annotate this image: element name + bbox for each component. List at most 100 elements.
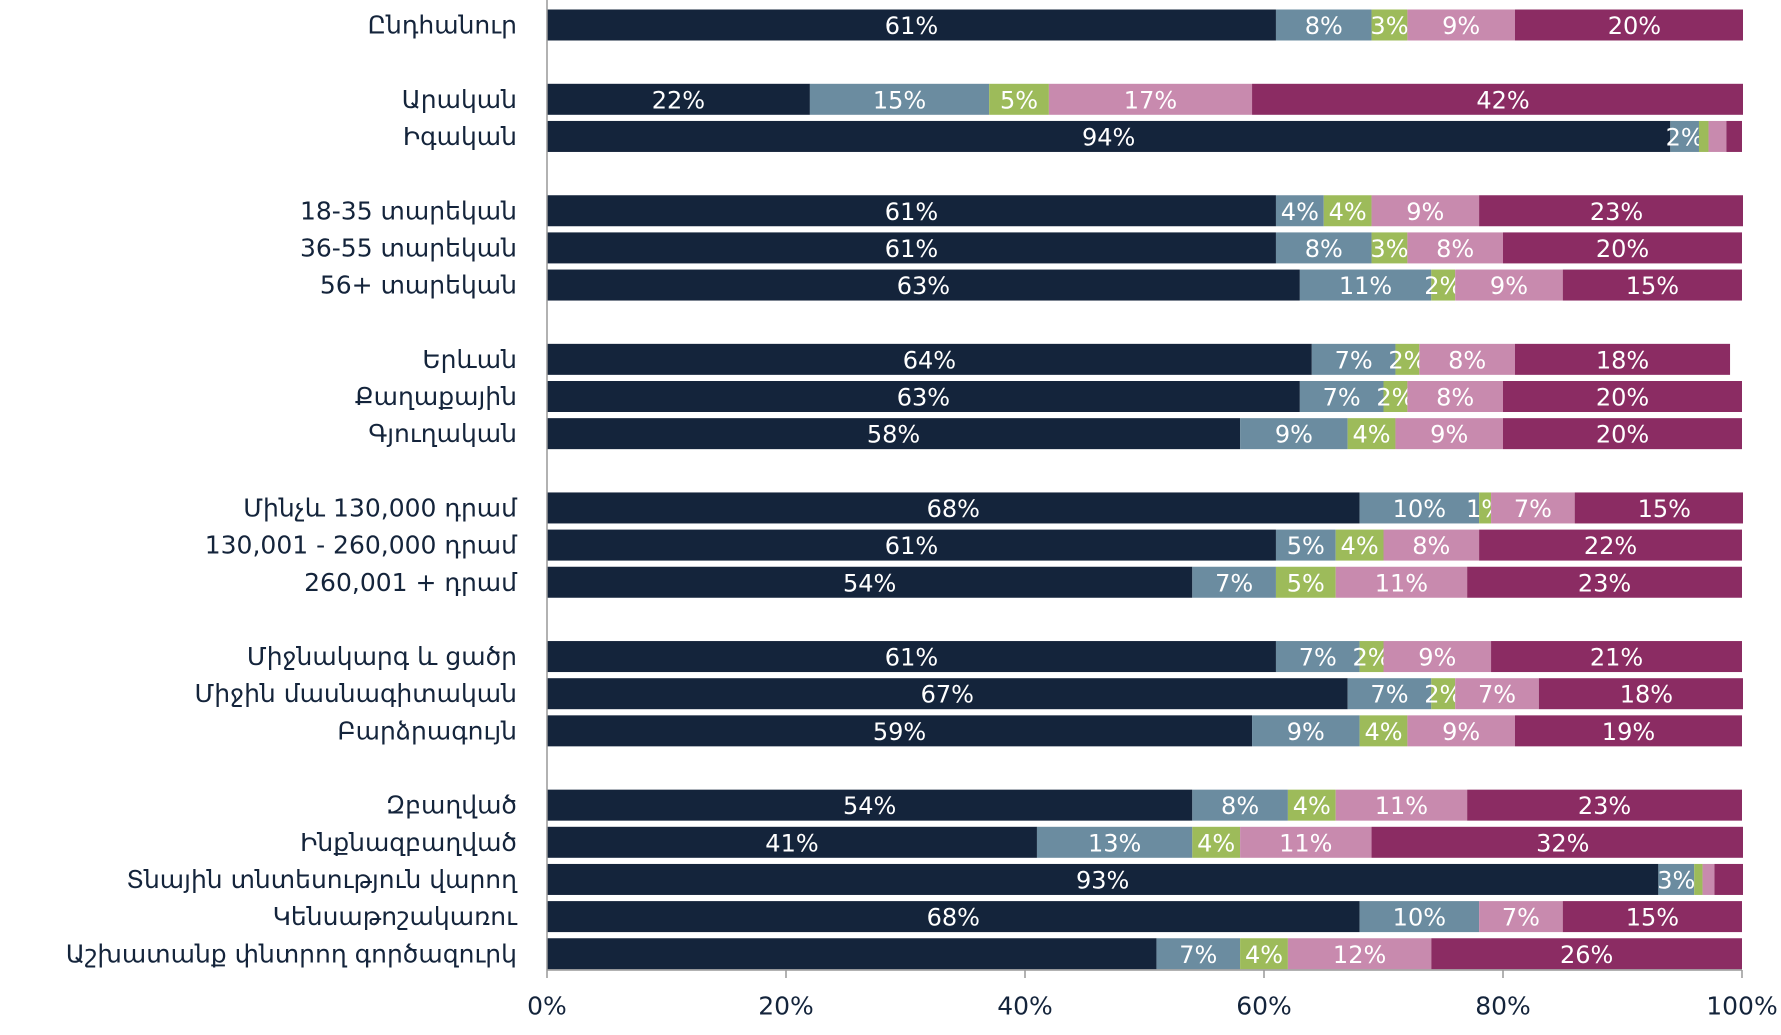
bar-segment <box>1359 715 1408 747</box>
category-label: Երևան <box>422 345 517 374</box>
value-label: 5% <box>1287 569 1325 597</box>
category-label: Իգական <box>403 122 517 151</box>
bar-segment <box>1467 789 1742 821</box>
value-label: 11% <box>1375 792 1428 820</box>
value-label: 4% <box>1341 532 1379 560</box>
x-tick-label: 0% <box>527 992 567 1021</box>
bar-segment <box>1407 9 1515 41</box>
value-label: 8% <box>1305 12 1343 40</box>
bar-segment <box>1431 678 1456 710</box>
bar-segment <box>1383 529 1480 561</box>
bar-segment <box>1455 678 1539 710</box>
value-label: 17% <box>1124 86 1177 114</box>
value-label: 9% <box>1287 718 1325 746</box>
bar-segment <box>1702 863 1715 895</box>
value-label: 4% <box>1353 421 1391 449</box>
bar-segment <box>1694 863 1703 895</box>
bar-segment <box>1275 232 1372 264</box>
bar-segment <box>547 343 1312 375</box>
bar-segment <box>547 232 1276 264</box>
bar-segment <box>1383 381 1408 412</box>
value-label: 61% <box>885 198 938 226</box>
bar-segment <box>1299 269 1432 301</box>
bar-segment <box>1275 9 1372 41</box>
value-label: 93% <box>1076 866 1129 894</box>
bar-segment <box>547 381 1300 412</box>
value-label: 20% <box>1596 384 1649 412</box>
value-label: 8% <box>1436 384 1474 412</box>
value-label: 18% <box>1596 346 1649 374</box>
bar-segment <box>1275 641 1360 673</box>
bar-segment <box>1275 195 1324 227</box>
bar-segment <box>1371 9 1408 41</box>
category-label: 130,001 - 260,000 դրամ <box>205 531 518 560</box>
value-label: 7% <box>1478 681 1516 709</box>
value-label: 15% <box>1626 272 1679 300</box>
bar-segment <box>1670 120 1699 152</box>
value-label: 20% <box>1596 421 1649 449</box>
value-label: 68% <box>927 495 980 523</box>
bar-segment <box>1192 826 1241 858</box>
value-label: 67% <box>921 681 974 709</box>
bar-segment <box>1698 120 1709 152</box>
category-label: 56+ տարեկան <box>320 271 517 300</box>
value-label: 9% <box>1442 12 1480 40</box>
bar-segment <box>1359 492 1480 524</box>
value-label: 26% <box>1560 941 1613 969</box>
bar-segment <box>1479 492 1492 524</box>
value-label: 4% <box>1364 718 1402 746</box>
bar-segment <box>1359 641 1384 673</box>
value-label: 19% <box>1602 718 1655 746</box>
bar-segment <box>1036 826 1193 858</box>
category-label: Տնային տնտեսություն վարող <box>126 865 518 894</box>
value-label: 7% <box>1179 941 1217 969</box>
value-label: 61% <box>885 235 938 263</box>
value-label: 58% <box>867 421 920 449</box>
bar-segment <box>1240 418 1348 450</box>
bar-segment <box>1335 566 1468 598</box>
bar-segment <box>1335 529 1384 561</box>
value-label: 8% <box>1412 532 1450 560</box>
value-label: 7% <box>1299 644 1337 672</box>
value-label: 7% <box>1370 681 1408 709</box>
value-label: 8% <box>1221 792 1259 820</box>
x-tick-label: 100% <box>1706 992 1777 1021</box>
value-label: 9% <box>1442 718 1480 746</box>
value-label: 11% <box>1339 272 1392 300</box>
value-label: 9% <box>1418 644 1456 672</box>
value-label: 15% <box>873 86 926 114</box>
value-label: 3% <box>1370 235 1408 263</box>
bar-segment <box>1371 826 1743 858</box>
value-label: 5% <box>1000 86 1038 114</box>
bar-segment <box>547 566 1193 598</box>
category-label: Զբաղված <box>386 791 517 820</box>
bar-segment <box>547 529 1276 561</box>
value-label: 61% <box>885 644 938 672</box>
bar-segment <box>1407 232 1503 264</box>
value-label: 8% <box>1436 235 1474 263</box>
bar-segment <box>1371 232 1408 264</box>
bar-segment <box>1708 120 1727 152</box>
bar-segment <box>1479 529 1742 561</box>
bar-segment <box>547 418 1241 450</box>
value-label: 15% <box>1638 495 1691 523</box>
bar-segment <box>547 826 1037 858</box>
value-label: 22% <box>652 86 705 114</box>
value-label: 54% <box>843 792 896 820</box>
category-label: Աշխատանք փնտրող գործազուրկ <box>66 939 517 968</box>
bar-segment <box>1299 381 1384 412</box>
x-tick-label: 20% <box>758 992 814 1021</box>
bar-segment <box>1371 195 1480 227</box>
bar-segment <box>547 789 1193 821</box>
bar-segment <box>1562 901 1742 933</box>
category-label: 36-55 տարեկան <box>300 233 517 262</box>
bar-segment <box>1574 492 1743 524</box>
value-label: 63% <box>897 272 950 300</box>
bar-segment <box>1287 938 1432 970</box>
bar-segment <box>547 641 1276 673</box>
bar-segment <box>547 120 1671 152</box>
value-label: 10% <box>1393 904 1446 932</box>
plot-area: 61% 8% 3% 9% 20%22% 15% 5% 17% 42%94% 2%61% 4% 4% 9%… <box>547 9 1743 970</box>
value-label: 94% <box>1082 123 1135 151</box>
value-label: 4% <box>1197 829 1235 857</box>
